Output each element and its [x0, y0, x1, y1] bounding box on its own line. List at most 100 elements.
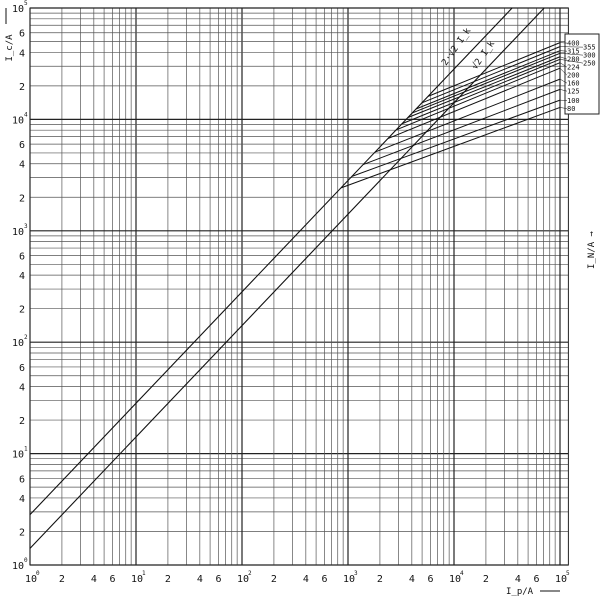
x-tick-label: 10 [25, 574, 37, 585]
y-tick-label: 4 [19, 271, 25, 282]
curve-label-leader [559, 62, 568, 68]
y-tick-exponent: 2 [24, 334, 28, 341]
curve-label-leader [559, 59, 584, 64]
plot-frame [29, 7, 569, 566]
y-tick-label: 4 [19, 48, 25, 59]
curve-label-200: 200 [567, 72, 580, 80]
x-tick-exponent: 3 [354, 570, 358, 577]
reference-lines: 2·√2 I_k√2 I_k [29, 7, 545, 549]
fuse-curve-315 [415, 50, 561, 110]
x-tick-label: 4 [515, 574, 521, 585]
x-tick-label: 2 [59, 574, 65, 585]
curve-label-leader [559, 78, 568, 84]
curve-label-80: 80 [567, 105, 575, 113]
y-tick-label: 6 [19, 140, 25, 151]
fuse-curve-250 [401, 58, 561, 125]
reference-line-label: √2 I_k [469, 38, 497, 71]
reference-line [29, 7, 545, 549]
x-tick-label: 10 [343, 574, 355, 585]
x-tick-label: 2 [377, 574, 383, 585]
x-tick-exponent: 0 [36, 570, 40, 577]
y-tick-label: 10 [12, 450, 24, 461]
y-tick-label: 10 [12, 4, 24, 15]
x-tick-label: 10 [237, 574, 249, 585]
x-tick-label: 6 [109, 574, 115, 585]
curve-label-315: 315 [567, 48, 580, 56]
curve-label-100: 100 [567, 97, 580, 105]
y-tick-exponent: 3 [24, 223, 28, 230]
x-tick-label: 6 [427, 574, 433, 585]
y-tick-label: 10 [12, 561, 24, 572]
x-tick-label: 2 [165, 574, 171, 585]
x-tick-label: 10 [131, 574, 143, 585]
y-tick-label: 10 [12, 115, 24, 126]
y-tick-label: 2 [19, 82, 25, 93]
x-tick-label: 2 [271, 574, 277, 585]
x-tick-label: 6 [533, 574, 539, 585]
curve-label-300: 300 [583, 52, 596, 60]
grid [29, 7, 569, 566]
curve-label-leader [559, 107, 568, 109]
fuse-curve-125 [362, 88, 561, 166]
fuse-curve-300 [411, 52, 561, 114]
curve-label-125: 125 [567, 88, 580, 96]
x-tick-label: 4 [303, 574, 309, 585]
fuse-curve-400 [427, 42, 561, 97]
y-tick-exponent: 5 [24, 0, 28, 7]
y-tick-label: 10 [12, 227, 24, 238]
fuse-curves [340, 42, 561, 189]
y-axis-label: I_c/A [5, 34, 15, 62]
curve-label-leader [559, 46, 584, 48]
y-tick-exponent: 4 [24, 111, 28, 118]
curve-label-224: 224 [567, 64, 580, 72]
y-tick-label: 2 [19, 305, 25, 316]
curve-label-leader [559, 89, 568, 92]
fuse-curve-200 [387, 67, 561, 140]
x-tick-exponent: 1 [142, 570, 146, 577]
y-tick-label: 2 [19, 416, 25, 427]
curve-label-355: 355 [583, 44, 596, 52]
curve-label-400: 400 [567, 40, 580, 48]
y-tick-label: 4 [19, 160, 25, 171]
x-tick-exponent: 4 [460, 570, 464, 577]
y-tick-label: 2 [19, 527, 25, 538]
curve-label-leader [559, 99, 568, 101]
right-axis-label: I_N/A → [587, 230, 597, 269]
x-tick-label: 2 [483, 574, 489, 585]
curve-label-leader [559, 50, 568, 52]
x-tick-label: 4 [197, 574, 203, 585]
y-tick-label: 6 [19, 474, 25, 485]
fuse-curve-100 [351, 99, 561, 177]
x-tick-label: 6 [321, 574, 327, 585]
x-tick-label: 10 [449, 574, 461, 585]
x-axis-label: I_p/A [506, 587, 534, 597]
y-tick-label: 4 [19, 494, 25, 505]
fuse-curve-280 [407, 56, 561, 118]
fuse-curve-80 [340, 106, 561, 189]
y-tick-label: 6 [19, 363, 25, 374]
curve-label-leader [559, 56, 568, 60]
x-tick-label: 10 [555, 574, 567, 585]
reference-line [29, 7, 513, 516]
x-tick-exponent: 2 [248, 570, 252, 577]
y-tick-exponent: 0 [24, 557, 28, 564]
fuse-curve-355 [421, 46, 561, 104]
y-tick-label: 4 [19, 383, 25, 394]
curve-label-250: 250 [583, 60, 596, 68]
curve-label-leader [559, 42, 568, 44]
fuse-curve-160 [374, 78, 561, 153]
y-tick-label: 6 [19, 29, 25, 40]
x-tick-label: 4 [91, 574, 97, 585]
curve-label-leader [559, 53, 584, 56]
curve-label-leader [559, 68, 568, 76]
y-tick-label: 6 [19, 252, 25, 263]
curve-label-280: 280 [567, 56, 580, 64]
y-tick-label: 10 [12, 338, 24, 349]
reference-line-label: 2·√2 I_k [439, 25, 473, 67]
x-tick-label: 4 [409, 574, 415, 585]
y-tick-exponent: 1 [24, 446, 28, 453]
y-tick-label: 2 [19, 193, 25, 204]
